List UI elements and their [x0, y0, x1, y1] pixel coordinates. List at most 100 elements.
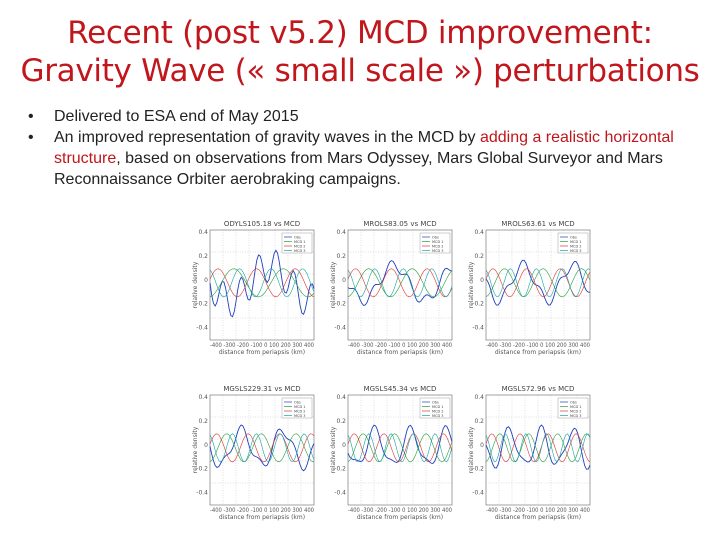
series-line	[209, 268, 315, 298]
panel-title: MGSLS72.96 vs MCD	[502, 385, 575, 393]
svg-text:MCD 1: MCD 1	[294, 405, 306, 409]
svg-text:MCD 3: MCD 3	[432, 249, 444, 253]
y-tick-label: -0.4	[334, 490, 346, 497]
series-line	[347, 268, 453, 298]
svg-text:MCD 2: MCD 2	[570, 245, 582, 249]
panel-title: MROLS83.05 vs MCD	[363, 220, 436, 228]
svg-text:MCD 2: MCD 2	[432, 410, 444, 414]
svg-text:Obs: Obs	[432, 236, 439, 240]
series-line	[347, 433, 453, 463]
bullet-marker: •	[28, 108, 34, 125]
y-tick-label: -0.4	[472, 490, 484, 497]
series-line	[485, 433, 591, 463]
y-tick-label: 0	[204, 442, 208, 449]
y-tick-label: -0.2	[196, 466, 208, 473]
y-axis-label: relative density	[468, 426, 475, 473]
svg-text:MCD 1: MCD 1	[432, 405, 444, 409]
y-axis-label: relative density	[330, 261, 337, 308]
y-tick-label: 0.2	[336, 418, 346, 425]
svg-text:MCD 2: MCD 2	[294, 245, 306, 249]
series-line	[485, 268, 591, 298]
svg-text:MCD 3: MCD 3	[294, 249, 306, 253]
y-tick-label: 0.4	[198, 394, 208, 401]
series-line	[485, 268, 591, 298]
y-tick-label: 0.2	[198, 418, 208, 425]
plot-panel: ODYLS105.18 vs MCD 0.4 0.2 0 -0.2 -0.4 -400 -3…	[190, 218, 320, 360]
bullet-text-highlight: adding a realistic horizontal structure	[54, 129, 674, 167]
svg-text:Obs: Obs	[570, 236, 577, 240]
svg-text:MCD 2: MCD 2	[432, 245, 444, 249]
y-tick-label: 0	[342, 277, 346, 284]
y-tick-label: 0.4	[474, 394, 484, 401]
y-tick-label: -0.2	[334, 466, 346, 473]
x-axis-label: distance from periapsis (km)	[495, 514, 581, 521]
series-line	[485, 259, 591, 306]
x-tick-labels: -400 -300 -200 -100 0 100 200 300 400	[486, 342, 590, 349]
y-tick-label: 0.4	[198, 229, 208, 236]
title-line-1: Recent (post v5.2) MCD improvement:	[67, 15, 653, 51]
svg-text:Obs: Obs	[294, 236, 301, 240]
svg-text:Obs: Obs	[432, 401, 439, 405]
svg-text:MCD 1: MCD 1	[570, 240, 582, 244]
y-tick-label: 0	[480, 277, 484, 284]
panel-title: MROLS63.61 vs MCD	[501, 220, 574, 228]
plot-panel: MGSLS45.34 vs MCD 0.4 0.2 0 -0.2 -0.4 -400 -30…	[328, 383, 458, 525]
panel-title: MGSLS229.31 vs MCD	[223, 385, 300, 393]
series-line	[347, 268, 453, 298]
y-tick-label: 0	[204, 277, 208, 284]
svg-text:MCD 3: MCD 3	[570, 249, 582, 253]
svg-text:MCD 3: MCD 3	[432, 414, 444, 418]
x-tick-labels: -400 -300 -200 -100 0 100 200 300 400	[210, 342, 314, 349]
bullet-text-b: , based on observations from Mars Odysse…	[54, 150, 663, 188]
series-line	[209, 433, 315, 463]
y-axis-label: relative density	[192, 261, 199, 308]
series-line	[347, 268, 453, 298]
y-tick-label: -0.2	[196, 301, 208, 308]
x-axis-label: distance from periapsis (km)	[219, 349, 305, 356]
y-axis-label: relative density	[192, 426, 199, 473]
x-tick-labels: -400 -300 -200 -100 0 100 200 300 400	[348, 342, 452, 349]
panel-figure: ODYLS105.18 vs MCD 0.4 0.2 0 -0.2 -0.4 -400 -3…	[192, 220, 315, 356]
panel-figure: MROLS63.61 vs MCD 0.4 0.2 0 -0.2 -0.4 -400 -30…	[468, 220, 591, 356]
series-line	[485, 424, 591, 470]
plot-panel: MGSLS72.96 vs MCD 0.4 0.2 0 -0.2 -0.4 -400 -30…	[466, 383, 596, 525]
svg-text:MCD 3: MCD 3	[570, 414, 582, 418]
svg-text:MCD 3: MCD 3	[294, 414, 306, 418]
series-line	[347, 424, 453, 464]
y-tick-label: 0.4	[474, 229, 484, 236]
y-axis-label: relative density	[330, 426, 337, 473]
svg-text:MCD 1: MCD 1	[294, 240, 306, 244]
series-line	[209, 433, 315, 463]
bullet-marker: •	[28, 129, 34, 146]
y-tick-label: 0	[342, 442, 346, 449]
y-tick-label: -0.2	[472, 466, 484, 473]
figure-grid: ODYLS105.18 vs MCD 0.4 0.2 0 -0.2 -0.4 -400 -3…	[190, 218, 710, 540]
y-tick-label: -0.4	[196, 325, 208, 332]
plot-panel: MROLS63.61 vs MCD 0.4 0.2 0 -0.2 -0.4 -400 -30…	[466, 218, 596, 360]
panel-figure: MGSLS45.34 vs MCD 0.4 0.2 0 -0.2 -0.4 -400 -30…	[330, 385, 453, 521]
y-tick-label: 0.2	[336, 253, 346, 260]
y-tick-label: 0	[480, 442, 484, 449]
series-line	[485, 433, 591, 463]
x-tick-labels: -400 -300 -200 -100 0 100 200 300 400	[210, 507, 314, 514]
y-tick-label: -0.4	[334, 325, 346, 332]
panel-title: ODYLS105.18 vs MCD	[224, 220, 300, 228]
series-line	[485, 433, 591, 463]
plot-panel: MGSLS229.31 vs MCD 0.4 0.2 0 -0.2 -0.4 -400 -3…	[190, 383, 320, 525]
y-tick-label: 0.4	[336, 394, 346, 401]
y-tick-label: 0.2	[198, 253, 208, 260]
panel-figure: MGSLS72.96 vs MCD 0.4 0.2 0 -0.2 -0.4 -400 -30…	[468, 385, 591, 521]
svg-text:MCD 2: MCD 2	[570, 410, 582, 414]
series-line	[347, 433, 453, 463]
series-line	[209, 249, 315, 318]
x-axis-label: distance from periapsis (km)	[357, 349, 443, 356]
svg-text:MCD 1: MCD 1	[432, 240, 444, 244]
bullet-item: • An improved representation of gravity …	[28, 127, 708, 190]
panel-title: MGSLS45.34 vs MCD	[364, 385, 437, 393]
x-axis-label: distance from periapsis (km)	[357, 514, 443, 521]
